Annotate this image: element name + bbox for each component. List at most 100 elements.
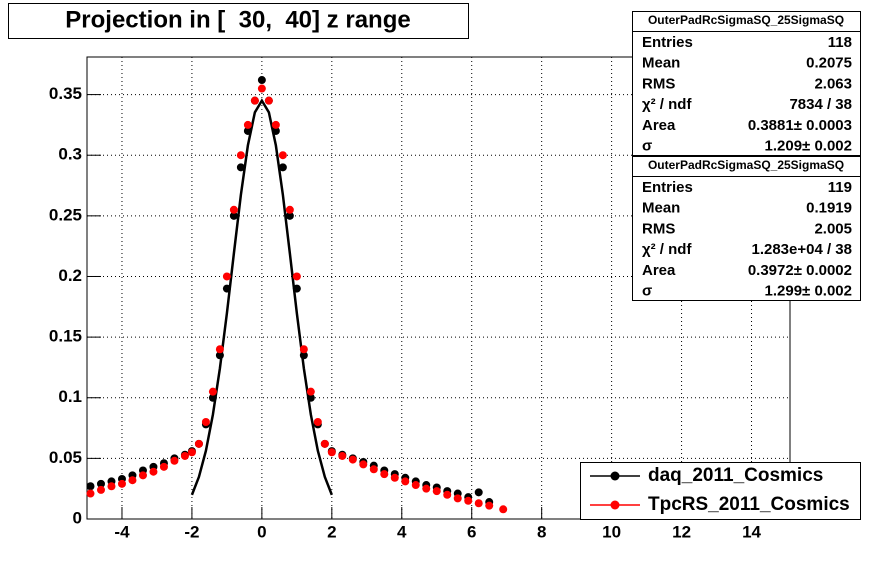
x-tick-label: 12 bbox=[672, 522, 691, 541]
data-point bbox=[215, 351, 224, 360]
data-point bbox=[443, 490, 452, 499]
data-point bbox=[257, 84, 266, 93]
y-tick-label: 0.3 bbox=[58, 145, 82, 164]
data-point bbox=[86, 489, 95, 498]
stats-label: σ bbox=[642, 282, 652, 299]
x-tick-label: 0 bbox=[257, 522, 266, 541]
stats-value: 0.3881± 0.0003 bbox=[748, 117, 852, 134]
data-point bbox=[107, 482, 116, 491]
stats-box bbox=[632, 11, 861, 156]
data-point bbox=[299, 351, 308, 360]
data-point bbox=[250, 96, 259, 105]
data-point bbox=[313, 417, 322, 426]
x-tick-label: 8 bbox=[537, 522, 546, 541]
y-tick-label: 0.05 bbox=[49, 448, 82, 467]
y-tick-label: 0.2 bbox=[58, 266, 82, 285]
stats-value: 1.209± 0.002 bbox=[765, 137, 852, 154]
title-box bbox=[8, 3, 469, 39]
data-point bbox=[96, 479, 105, 488]
stats-value: 1.299± 0.002 bbox=[765, 282, 852, 299]
data-point bbox=[236, 163, 245, 172]
stats-label: RMS bbox=[642, 220, 675, 237]
stats-label: χ² / ndf bbox=[642, 241, 692, 258]
data-point bbox=[401, 477, 410, 486]
data-point bbox=[499, 505, 508, 514]
data-point bbox=[243, 126, 252, 135]
data-point bbox=[243, 120, 252, 129]
stats-label: RMS bbox=[642, 75, 675, 92]
stats-label: Area bbox=[642, 262, 676, 279]
data-point bbox=[432, 487, 441, 496]
data-point bbox=[348, 455, 357, 464]
data-point bbox=[201, 417, 210, 426]
data-point bbox=[208, 387, 217, 396]
stats-value: 0.3972± 0.0002 bbox=[748, 262, 852, 279]
data-point bbox=[180, 451, 189, 460]
legend-box bbox=[580, 462, 861, 520]
data-point bbox=[380, 470, 389, 479]
x-tick-label: 14 bbox=[742, 522, 761, 541]
stats-value: 0.2075 bbox=[806, 55, 852, 72]
x-tick-label: -4 bbox=[114, 522, 130, 541]
data-point bbox=[222, 272, 231, 281]
data-point bbox=[194, 439, 203, 448]
stats-box bbox=[632, 156, 861, 301]
x-tick-label: 10 bbox=[602, 522, 621, 541]
stats-title: OuterPadRcSigmaSQ_25SigmaSQ bbox=[648, 158, 844, 172]
data-point bbox=[86, 482, 95, 491]
x-tick-label: -2 bbox=[184, 522, 199, 541]
stats-label: Entries bbox=[642, 34, 693, 51]
x-tick-label: 4 bbox=[397, 522, 407, 541]
data-point bbox=[338, 451, 347, 460]
stats-label: Area bbox=[642, 117, 676, 134]
data-point bbox=[278, 151, 287, 160]
data-point bbox=[208, 393, 217, 402]
data-point bbox=[264, 96, 273, 105]
data-point bbox=[271, 120, 280, 129]
data-point bbox=[128, 476, 137, 485]
stats-title: OuterPadRcSigmaSQ_25SigmaSQ bbox=[648, 13, 844, 27]
y-tick-label: 0.15 bbox=[49, 327, 82, 346]
stats-value: 119 bbox=[828, 179, 852, 196]
data-point bbox=[229, 211, 238, 220]
data-point bbox=[411, 481, 420, 490]
stats-label: Entries bbox=[642, 179, 693, 196]
legend-label: daq_2011_Cosmics bbox=[648, 465, 823, 486]
stats-value: 1.283e+04 / 38 bbox=[751, 241, 852, 258]
stats-value: 2.005 bbox=[814, 220, 852, 237]
data-point bbox=[320, 439, 329, 448]
y-tick-label: 0.25 bbox=[49, 205, 82, 224]
data-point bbox=[474, 488, 483, 497]
data-point bbox=[292, 272, 301, 281]
stats-label: Mean bbox=[642, 55, 680, 72]
stats-value: 0.1919 bbox=[806, 200, 852, 217]
data-point bbox=[271, 126, 280, 135]
stats-value: 118 bbox=[828, 34, 852, 51]
chart-title: Projection in [ 30, 40] z range bbox=[65, 6, 410, 33]
y-tick-label: 0.35 bbox=[49, 84, 82, 103]
stats-value: 7834 / 38 bbox=[789, 96, 852, 113]
data-point bbox=[285, 211, 294, 220]
stats-label: Mean bbox=[642, 200, 680, 217]
data-point bbox=[485, 501, 494, 510]
data-point bbox=[229, 205, 238, 214]
y-tick-label: 0.1 bbox=[58, 387, 82, 406]
data-point bbox=[464, 496, 473, 505]
legend-marker bbox=[610, 500, 620, 510]
stats-label: χ² / ndf bbox=[642, 96, 692, 113]
data-point bbox=[170, 456, 179, 465]
data-point bbox=[222, 284, 231, 293]
data-point bbox=[138, 471, 147, 480]
data-point bbox=[327, 448, 336, 457]
data-point bbox=[96, 485, 105, 494]
data-point bbox=[257, 76, 266, 85]
x-tick-label: 2 bbox=[327, 522, 336, 541]
legend-label: TpcRS_2011_Cosmics bbox=[648, 494, 850, 515]
data-point bbox=[453, 494, 462, 503]
stats-label: σ bbox=[642, 137, 652, 154]
data-point bbox=[159, 462, 168, 471]
data-point bbox=[117, 479, 126, 488]
legend-marker bbox=[610, 471, 620, 481]
data-point bbox=[149, 467, 158, 476]
